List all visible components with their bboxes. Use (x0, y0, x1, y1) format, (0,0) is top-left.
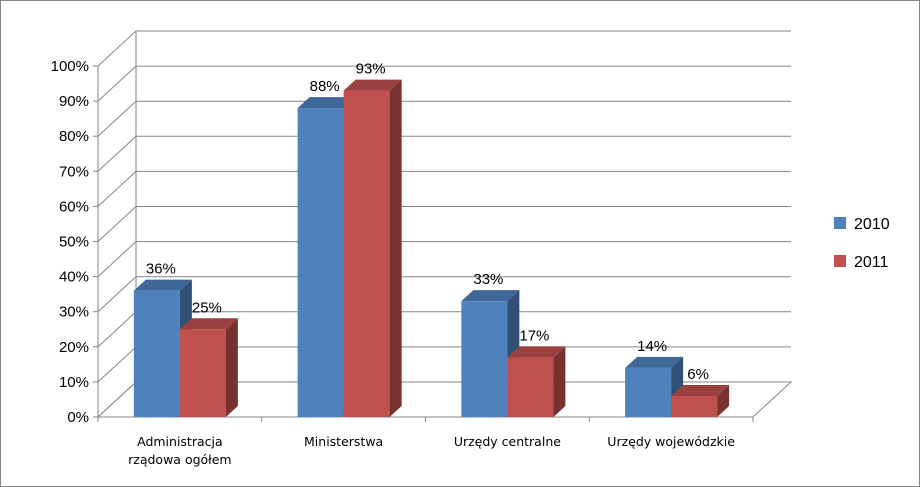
bar-top-2010-1 (133, 279, 192, 291)
category-label: rządowa ogółem (128, 452, 231, 467)
legend-label-2010: 2010 (854, 216, 890, 233)
bars (133, 79, 730, 418)
category-label: Administracja (137, 434, 223, 449)
bar-side-2011-1 (225, 318, 238, 417)
bar-top-2010-3 (461, 290, 520, 302)
data-label-2010-3: 33% (473, 271, 503, 288)
gridline (97, 241, 791, 277)
bar-top-2011-4 (671, 384, 730, 396)
legend-swatch-2010 (834, 217, 846, 229)
bar-side-2011-2 (389, 79, 402, 417)
y-tick-label: 0% (67, 409, 89, 426)
data-labels: 36% 25% 88% 93% 33% 17% 14% 6% (146, 61, 709, 383)
bar-2011-1 (179, 329, 226, 417)
bar-2011-2 (343, 90, 390, 417)
data-label-2011-1: 25% (192, 299, 222, 316)
gridline (97, 206, 791, 242)
y-tick-label: 70% (59, 163, 89, 180)
gridline (97, 170, 791, 207)
category-label: Urzędy wojewódzkie (607, 434, 735, 449)
bar-2011-3 (507, 357, 554, 417)
bar-2010-3 (461, 301, 508, 417)
y-axis-tick-labels: 0% 10% 20% 30% 40% 50% 60% 70% 80% 90% 100% (51, 58, 89, 426)
category-label: Urzędy centralne (454, 434, 561, 449)
bar-top-2011-1 (179, 318, 238, 330)
gridline (97, 65, 791, 102)
legend-swatch-2011 (834, 255, 846, 267)
gridline (97, 276, 791, 313)
bar-top-2010-2 (297, 97, 356, 109)
y-tick-label: 60% (59, 198, 89, 215)
bar-top-2011-3 (507, 346, 566, 358)
y-tick-label: 20% (59, 339, 89, 356)
bar-side-2011-4 (717, 384, 730, 417)
bar-2010-4 (625, 367, 672, 417)
bar-2010-1 (133, 290, 180, 417)
legend-label-2011: 2011 (854, 254, 889, 271)
bar-2011-4 (671, 395, 718, 417)
gridline (97, 100, 791, 137)
x-axis-category-labels: Administracja rządowa ogółem Ministerstwa U… (128, 434, 735, 467)
gridline (97, 135, 791, 172)
y-tick-label: 40% (59, 269, 89, 286)
data-label-2010-1: 36% (146, 261, 176, 278)
bar-2010-2 (297, 108, 344, 418)
bar-top-2011-2 (343, 79, 402, 91)
data-label-2011-2: 93% (356, 61, 386, 78)
y-tick-label: 100% (51, 58, 89, 75)
bar-top-2010-4 (625, 356, 684, 368)
data-label-2011-4: 6% (687, 366, 709, 383)
y-tick-label: 80% (59, 128, 89, 145)
data-label-2010-4: 14% (637, 338, 667, 355)
y-tick-label: 50% (59, 234, 89, 251)
legend: 2010 2011 (834, 216, 890, 271)
bar-side-2011-3 (553, 346, 566, 417)
category-label: Ministerstwa (304, 434, 383, 449)
y-tick-label: 10% (59, 374, 89, 391)
data-label-2011-3: 17% (519, 327, 549, 344)
y-tick-label: 30% (59, 304, 89, 321)
data-label-2010-2: 88% (310, 78, 340, 95)
gridline (97, 30, 791, 67)
y-tick-label: 90% (59, 93, 89, 110)
